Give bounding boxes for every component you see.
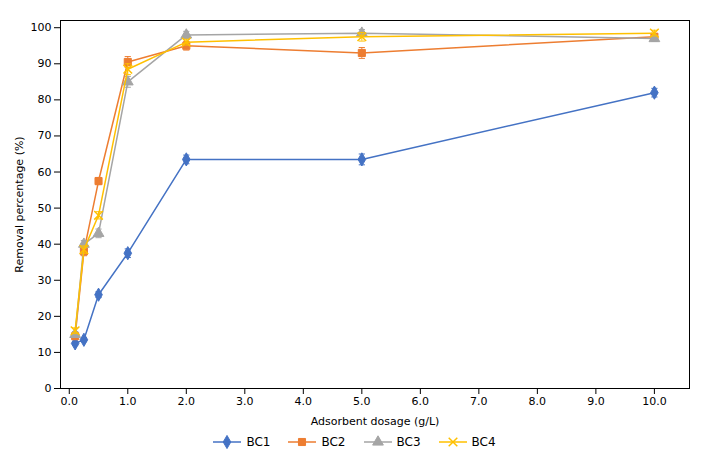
svg-text:6.0: 6.0 xyxy=(412,395,430,408)
svg-text:100: 100 xyxy=(31,21,52,34)
svg-text:3.0: 3.0 xyxy=(236,395,254,408)
svg-text:0.0: 0.0 xyxy=(61,395,79,408)
html-text:BC3: BC3 xyxy=(396,435,421,449)
svg-text:8.0: 8.0 xyxy=(529,395,547,408)
svg-text:9.0: 9.0 xyxy=(587,395,605,408)
html-text:BC2: BC2 xyxy=(321,435,346,449)
svg-text:1.0: 1.0 xyxy=(119,395,137,408)
svg-text:2.0: 2.0 xyxy=(178,395,196,408)
svg-text:10: 10 xyxy=(38,346,52,359)
html-text:BC1: BC1 xyxy=(246,435,271,449)
svg-text:70: 70 xyxy=(38,129,52,142)
svg-text:4.0: 4.0 xyxy=(295,395,313,408)
svg-text:50: 50 xyxy=(38,202,52,215)
svg-text:5.0: 5.0 xyxy=(353,395,371,408)
svg-text:60: 60 xyxy=(38,166,52,179)
svg-text:10.0: 10.0 xyxy=(642,395,667,408)
html-text:BC4: BC4 xyxy=(471,435,496,449)
svg-text:20: 20 xyxy=(38,310,52,323)
svg-text:40: 40 xyxy=(38,238,52,251)
svg-text:0: 0 xyxy=(45,382,52,395)
svg-text:90: 90 xyxy=(38,57,52,70)
svg-text:30: 30 xyxy=(38,274,52,287)
svg-text:Adsorbent dosage (g/L): Adsorbent dosage (g/L) xyxy=(311,415,440,428)
svg-text:7.0: 7.0 xyxy=(470,395,488,408)
svg-text:80: 80 xyxy=(38,93,52,106)
svg-text:Removal percentage (%): Removal percentage (%) xyxy=(13,136,26,272)
